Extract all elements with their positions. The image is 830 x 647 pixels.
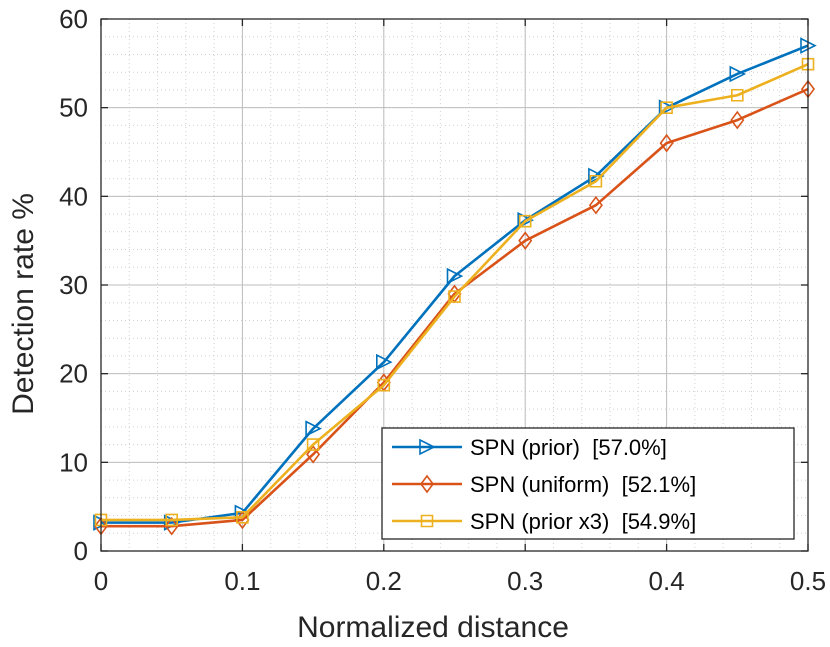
x-tick-label: 0.5 [790,566,826,596]
y-tick-label: 10 [59,447,88,477]
x-axis-label: Normalized distance [297,611,569,644]
legend-label: SPN (prior x3) [54.9%] [470,509,696,534]
series-line [101,87,809,528]
series-line [101,44,809,524]
legend-item: SPN (prior) [57.0%] [392,435,667,460]
series-diamond [94,79,815,536]
legend-label: SPN (uniform) [52.1%] [470,472,696,497]
data-point [729,65,747,83]
data-point [801,57,815,71]
y-tick-label: 20 [59,359,88,389]
data-point [236,511,249,524]
x-tick-labels: 0 0.1 0.2 0.3 0.4 0.5 [94,566,826,596]
data-point [518,214,532,228]
legend-label: SPN (prior) [57.0%] [470,435,667,460]
series-line [101,63,809,522]
y-tick-labels: 0 10 20 30 40 50 60 [59,4,88,566]
legend-marker [420,474,434,494]
x-tick-label: 0 [94,566,108,596]
data-point [306,438,320,451]
data-point [660,101,673,114]
y-tick-label: 50 [59,93,88,123]
data-point [730,88,744,102]
x-tick-label: 0.3 [507,566,543,596]
y-axis-label: Detection rate % [7,193,40,415]
data-point [164,516,179,536]
legend-marker [419,438,436,456]
x-tick-label: 0.1 [224,566,260,596]
data-point [448,290,461,303]
x-tick-label: 0.2 [366,566,402,596]
y-tick-label: 0 [74,536,88,566]
data-point [518,231,533,251]
y-tick-label: 30 [59,270,88,300]
data-point [589,174,603,188]
tick-marks [100,18,809,552]
series-layer [93,37,817,536]
data-point [588,195,603,215]
data-point [658,99,676,116]
data-point [517,211,534,229]
y-tick-label: 60 [59,4,88,34]
y-tick-label: 40 [59,181,88,211]
legend-item: SPN (prior x3) [54.9%] [392,509,696,534]
x-tick-label: 0.4 [649,566,685,596]
data-point [375,353,393,371]
data-point [730,110,745,130]
data-point [446,267,464,285]
data-point [305,420,322,437]
data-point [306,445,321,464]
series-square [94,57,815,527]
data-point [94,513,108,527]
legend: SPN (prior) [57.0%] SPN (uniform) [52.1%]… [381,427,795,540]
data-point [165,513,178,527]
legend-item: SPN (uniform) [52.1%] [392,472,696,497]
data-point [659,133,674,153]
legend-marker [420,514,434,528]
data-point [377,378,391,392]
